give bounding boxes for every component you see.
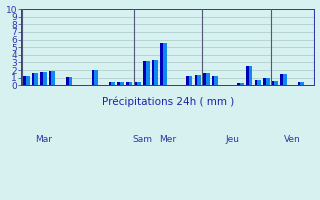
Bar [117,82,120,85]
Bar [135,82,141,85]
Bar [212,76,218,85]
Bar [195,75,197,85]
Bar [32,73,38,85]
Text: Sam: Sam [132,135,152,144]
Bar [152,60,154,85]
Bar [237,83,244,85]
Bar [237,83,240,85]
Bar [66,77,72,85]
Bar [23,76,26,85]
X-axis label: Précipitations 24h ( mm ): Précipitations 24h ( mm ) [102,96,234,107]
Bar [298,82,300,85]
Bar [263,78,266,85]
Bar [272,81,278,85]
Bar [32,73,34,85]
Text: Jeu: Jeu [225,135,239,144]
Bar [160,43,163,85]
Bar [298,82,304,85]
Bar [23,76,29,85]
Bar [263,78,270,85]
Bar [109,82,111,85]
Bar [109,82,115,85]
Bar [126,82,129,85]
Bar [92,70,98,85]
Bar [280,74,283,85]
Bar [49,71,55,85]
Bar [135,82,137,85]
Bar [195,75,201,85]
Text: Mar: Mar [35,135,52,144]
Bar [246,66,252,85]
Bar [186,76,193,85]
Bar [203,73,210,85]
Bar [126,82,132,85]
Bar [143,61,150,85]
Bar [280,74,287,85]
Bar [212,76,214,85]
Bar [66,77,68,85]
Bar [49,71,52,85]
Bar [186,76,188,85]
Text: Ven: Ven [284,135,300,144]
Bar [203,73,206,85]
Bar [255,80,261,85]
Bar [40,72,43,85]
Bar [92,70,94,85]
Bar [40,72,47,85]
Bar [143,61,146,85]
Bar [152,60,158,85]
Text: Mer: Mer [159,135,176,144]
Bar [272,81,274,85]
Bar [117,82,124,85]
Bar [255,80,257,85]
Bar [246,66,249,85]
Bar [160,43,167,85]
